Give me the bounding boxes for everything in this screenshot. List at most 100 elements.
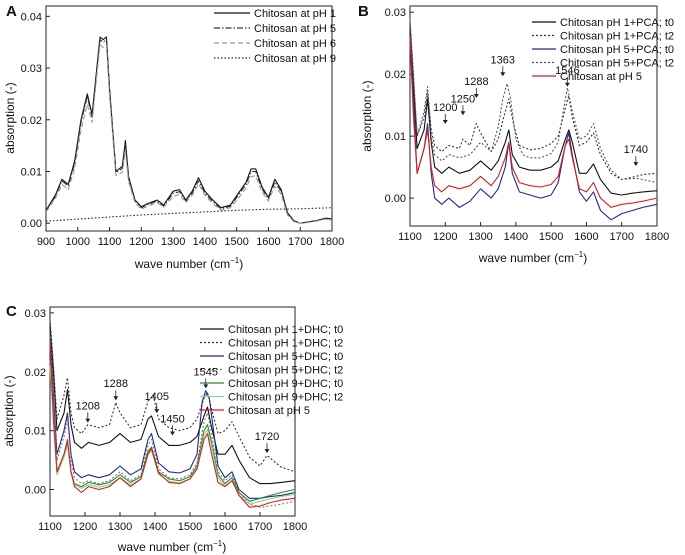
series-group bbox=[45, 36, 333, 224]
y-tick-label: 0.00 bbox=[25, 485, 46, 497]
peak-annotation: 1363 bbox=[491, 54, 515, 66]
series-line bbox=[45, 207, 333, 222]
annotation-arrowhead bbox=[633, 162, 639, 167]
series-group bbox=[409, 18, 658, 221]
y-tick-label: 0.02 bbox=[385, 69, 406, 81]
x-axis-label: wave number (cm−1) bbox=[134, 256, 244, 271]
x-tick-label: 1700 bbox=[248, 521, 272, 533]
annotation-arrowhead bbox=[564, 82, 570, 87]
panel-letter-b: B bbox=[358, 3, 369, 20]
series-line bbox=[49, 318, 296, 473]
plot-frame bbox=[409, 5, 658, 227]
series-line bbox=[49, 342, 296, 508]
plot-frame bbox=[45, 5, 333, 232]
annotation-arrowhead bbox=[442, 119, 448, 124]
x-tick-label: 1300 bbox=[108, 521, 132, 533]
y-axis-label: absorption (-) bbox=[3, 82, 17, 153]
series-line bbox=[409, 24, 658, 196]
panel-letter-a: A bbox=[6, 3, 17, 20]
panel-letter-c: C bbox=[6, 303, 17, 320]
x-tick-label: 1800 bbox=[283, 521, 307, 533]
x-tick-label: 1500 bbox=[224, 236, 248, 248]
y-tick-label: 0.02 bbox=[25, 367, 46, 379]
peak-annotation: 1720 bbox=[255, 431, 279, 443]
y-tick-label: 0.03 bbox=[21, 63, 42, 75]
legend-label: Chitosan pH 5+PCA; t2 bbox=[560, 58, 674, 70]
x-tick-label: 1300 bbox=[161, 236, 185, 248]
legend-label: Chitosan pH 1+PCA; t0 bbox=[560, 17, 674, 29]
plot-frame bbox=[49, 306, 296, 517]
legend-label: Chitosan pH 1+DHC; t0 bbox=[228, 324, 343, 336]
annotation-arrowhead bbox=[154, 409, 160, 414]
x-tick-label: 1500 bbox=[178, 521, 202, 533]
x-tick-label: 1200 bbox=[129, 236, 153, 248]
peak-annotation: 1200 bbox=[433, 102, 457, 114]
x-tick-label: 1600 bbox=[256, 236, 280, 248]
axis-ticks: 900 1000 1100 1200 1300 1400 1500 1600 1700 1800 0… bbox=[21, 11, 345, 248]
x-tick-label: 1800 bbox=[320, 236, 344, 248]
series-line bbox=[409, 36, 658, 208]
legend-label: Chitosan at pH 5 bbox=[560, 71, 642, 83]
x-axis-label: wave number (cm−1) bbox=[117, 539, 227, 554]
series-line bbox=[409, 18, 658, 184]
peak-annotation: 1740 bbox=[624, 144, 648, 156]
peak-annotation: 1450 bbox=[160, 414, 184, 426]
peak-annotation: 1288 bbox=[464, 76, 488, 88]
annotation-arrowhead bbox=[113, 396, 119, 401]
legend: Chitosan at pH 1 Chitosan at pH 5 Chitosan… bbox=[214, 8, 336, 65]
legend-label: Chitosan at pH 9 bbox=[254, 53, 336, 65]
peak-annotation: 1288 bbox=[104, 378, 128, 390]
annotation-arrowhead bbox=[460, 111, 466, 116]
y-tick-label: 0.04 bbox=[21, 11, 42, 23]
legend-label: Chitosan at pH 1 bbox=[254, 8, 336, 20]
y-tick-label: 0.03 bbox=[385, 7, 406, 19]
x-tick-label: 1200 bbox=[73, 521, 97, 533]
series-line bbox=[49, 330, 296, 499]
series-group bbox=[49, 318, 296, 508]
series-line bbox=[409, 24, 658, 221]
x-axis-label: wave number (cm−1) bbox=[478, 250, 588, 265]
annotation-arrowhead bbox=[85, 418, 91, 423]
y-tick-label: 0.03 bbox=[25, 308, 46, 320]
panel-a: A 900 1000 1100 1200 1300 1400 1500 1600 1700 180… bbox=[3, 3, 344, 271]
x-tick-label: 1300 bbox=[468, 231, 492, 243]
x-tick-label: 1600 bbox=[213, 521, 237, 533]
x-tick-label: 1100 bbox=[98, 236, 122, 248]
y-tick-label: 0.01 bbox=[25, 426, 46, 438]
y-tick-label: 0.01 bbox=[21, 167, 42, 179]
legend-label: Chitosan pH 5+DHC; t2 bbox=[228, 365, 343, 377]
y-tick-label: 0.01 bbox=[385, 131, 406, 143]
annotation-arrowhead bbox=[170, 431, 175, 436]
annotation-arrowhead bbox=[473, 93, 479, 98]
legend-label: Chitosan pH 9+DHC; t0 bbox=[228, 378, 343, 390]
x-tick-label: 1500 bbox=[539, 231, 563, 243]
x-tick-label: 1700 bbox=[288, 236, 312, 248]
peak-annotation: 1208 bbox=[76, 401, 100, 413]
annotation-arrowhead bbox=[264, 449, 270, 454]
peak-annotation: 1250 bbox=[451, 93, 475, 105]
x-tick-label: 1200 bbox=[433, 231, 457, 243]
panel-b: B 1100 1200 1300 1400 1500 1600 1700 1800 0.00 0.… bbox=[358, 3, 674, 265]
series-line bbox=[45, 44, 333, 224]
x-tick-label: 1100 bbox=[38, 521, 62, 533]
x-tick-label: 1100 bbox=[398, 231, 422, 243]
legend: Chitosan pH 1+DHC; t0 Chitosan pH 1+DHC; … bbox=[200, 324, 343, 417]
x-tick-label: 1400 bbox=[504, 231, 528, 243]
x-tick-label: 1600 bbox=[574, 231, 598, 243]
x-tick-label: 900 bbox=[37, 236, 55, 248]
x-tick-label: 1400 bbox=[143, 521, 167, 533]
legend-label: Chitosan pH 5+PCA; t0 bbox=[560, 44, 674, 56]
annotations: 1208 1288 1405 1450 1545 1720 bbox=[76, 366, 279, 454]
y-tick-label: 0.00 bbox=[385, 193, 406, 205]
series-line bbox=[409, 24, 658, 181]
panel-c: C 1100 1200 1300 1400 1500 1600 1700 1800 0.00 0.… bbox=[2, 303, 343, 554]
peak-annotation: 1546 bbox=[555, 65, 579, 77]
series-line bbox=[45, 39, 333, 224]
legend-label: Chitosan at pH 5 bbox=[228, 405, 310, 417]
y-axis-label: absorption (-) bbox=[2, 375, 16, 446]
x-tick-label: 1800 bbox=[645, 231, 669, 243]
legend-label: Chitosan pH 5+DHC; t0 bbox=[228, 351, 343, 363]
x-tick-label: 1400 bbox=[193, 236, 217, 248]
annotation-arrowhead bbox=[203, 384, 209, 389]
